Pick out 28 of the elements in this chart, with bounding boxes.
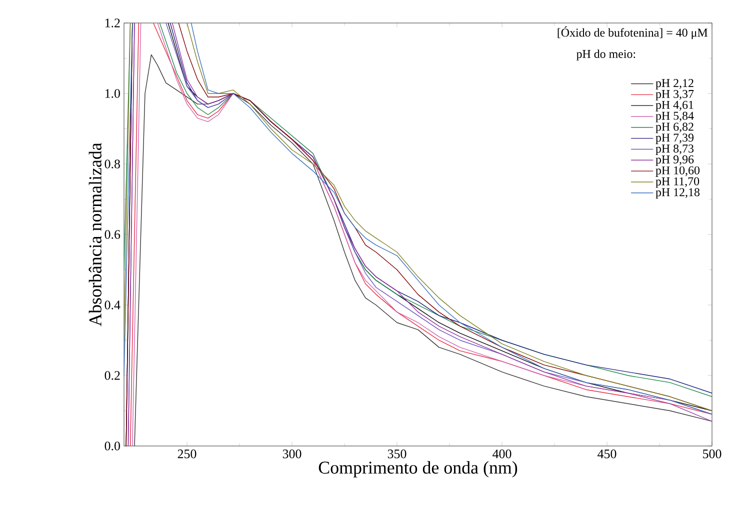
legend-label: pH 11,70	[656, 177, 700, 188]
legend-label: pH 9,96	[656, 155, 694, 166]
legend-label: pH 2,12	[656, 79, 694, 90]
x-tick-label: 300	[282, 450, 302, 458]
legend-label: pH 8,73	[656, 144, 694, 155]
legend-label: pH 4,61	[656, 100, 694, 112]
y-tick-label: 0.6	[104, 230, 120, 239]
y-axis-title: Absorbância normalizada	[88, 142, 102, 326]
y-tick-label: 0.2	[104, 371, 120, 380]
x-tick-label: 400	[492, 450, 512, 458]
legend-label: pH 6,82	[656, 122, 694, 134]
y-tick-label: 1.0	[105, 89, 120, 98]
annotation: [Óxido de bufotenina] = 40 μM	[558, 26, 708, 40]
y-tick-label: 1.2	[105, 18, 120, 28]
legend-label: pH 5,84	[656, 112, 694, 122]
x-tick-label: 500	[703, 450, 722, 458]
legend-label: pH 12,18	[656, 188, 700, 199]
x-tick-label: 250	[178, 450, 196, 458]
legend-title: pH do meio:	[576, 50, 636, 60]
legend-label: pH 10,60	[656, 166, 700, 177]
x-axis-title: Comprimento de onda (nm)	[318, 461, 518, 478]
x-tick-label: 450	[598, 450, 616, 458]
legend-label: pH 3,37	[656, 90, 694, 100]
y-tick-label: 0.0	[104, 442, 120, 450]
x-tick-label: 350	[388, 450, 406, 458]
legend-label: pH 7,39	[656, 134, 694, 144]
y-tick-label: 0.8	[104, 160, 120, 168]
y-tick-label: 0.4	[104, 300, 120, 310]
